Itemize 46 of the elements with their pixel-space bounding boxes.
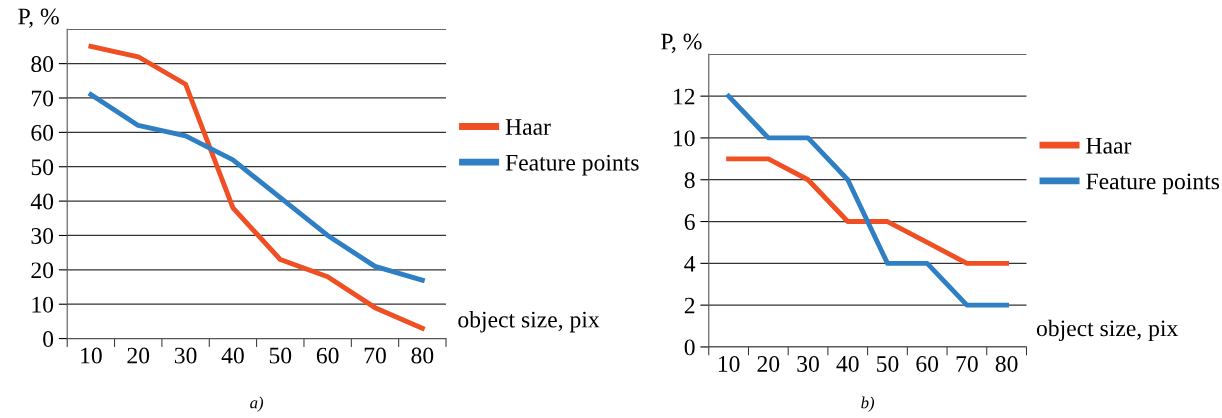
x-tick-label: 60 xyxy=(316,347,339,364)
y-tick-label: 10 xyxy=(32,296,54,313)
x-tick-label: 50 xyxy=(877,355,899,372)
x-axis-title: object size, pix xyxy=(1036,319,1178,342)
legend-label: Feature points xyxy=(1086,173,1220,195)
x-tick-label: 20 xyxy=(757,355,780,372)
y-tick-label: 20 xyxy=(31,262,54,279)
legend-label: Haar xyxy=(1086,137,1132,154)
y-tick-label: 80 xyxy=(31,56,54,73)
x-tick-label: 30 xyxy=(174,347,197,364)
y-tick-label: 30 xyxy=(31,227,54,244)
y-axis-title: P, % xyxy=(18,8,59,28)
y-tick-label: 12 xyxy=(674,88,695,105)
y-tick-label: 70 xyxy=(31,90,54,107)
y-axis-title: P, % xyxy=(661,33,702,53)
x-tick-label: 40 xyxy=(221,347,244,364)
line-series xyxy=(88,92,425,283)
y-tick-label: 40 xyxy=(30,193,54,210)
x-tick-label: 10 xyxy=(81,347,102,364)
y-tick-label: 0 xyxy=(43,331,54,347)
x-tick-label: 60 xyxy=(916,355,939,372)
line-series xyxy=(726,93,1010,308)
y-tick-label: 8 xyxy=(684,172,695,189)
line-series xyxy=(726,156,1010,266)
text: b) xyxy=(861,396,875,412)
x-tick-label: 30 xyxy=(797,355,819,372)
text: a) xyxy=(250,396,264,412)
y-tick-label: 60 xyxy=(31,124,54,141)
legend-label: Feature points xyxy=(505,154,639,176)
legend-label: Haar xyxy=(505,119,551,135)
x-axis-title: object size, pix xyxy=(458,310,600,333)
x-tick-label: 70 xyxy=(364,347,386,364)
y-tick-label: 4 xyxy=(684,255,696,272)
x-tick-label: 80 xyxy=(411,347,434,364)
x-tick-label: 20 xyxy=(127,347,150,364)
y-tick-label: 0 xyxy=(684,339,695,356)
line-series xyxy=(88,44,425,331)
x-tick-label: 70 xyxy=(956,355,978,372)
y-tick-label: 2 xyxy=(684,297,695,314)
y-tick-label: 6 xyxy=(684,214,695,230)
y-tick-label: 50 xyxy=(31,159,54,176)
x-tick-label: 40 xyxy=(836,355,859,372)
x-tick-label: 80 xyxy=(995,355,1018,372)
x-tick-label: 50 xyxy=(269,347,292,364)
x-tick-label: 10 xyxy=(718,355,740,372)
y-tick-label: 10 xyxy=(674,130,695,147)
